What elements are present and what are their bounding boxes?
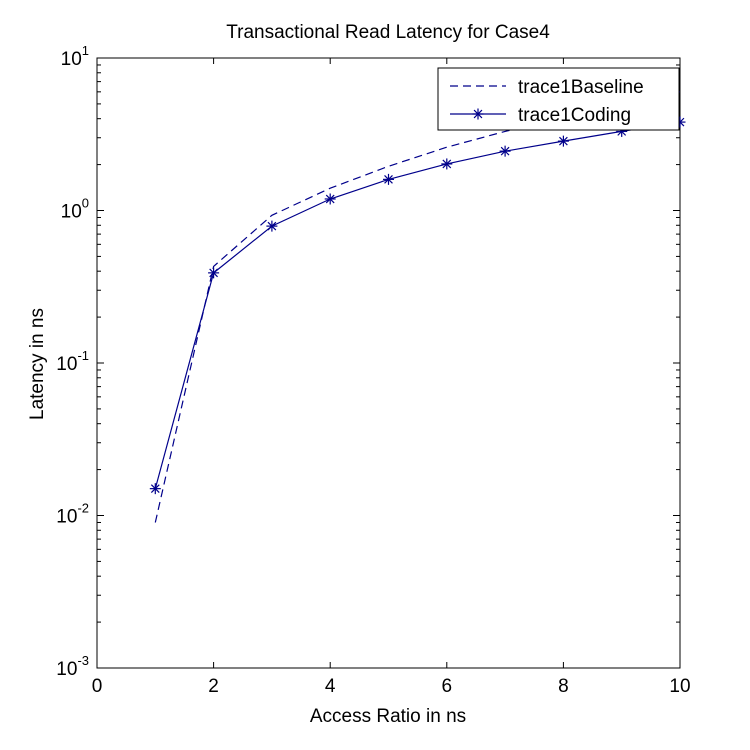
data-point-trace1Coding <box>557 135 569 147</box>
marker-stroke <box>325 194 335 204</box>
series-line-trace1Coding <box>154 121 680 489</box>
marker-stroke <box>559 136 568 146</box>
y-axis-label: Latency in ns <box>27 308 48 420</box>
legend-label: trace1Baseline <box>518 77 644 98</box>
x-axis-label: Access Ratio in ns <box>310 706 466 727</box>
data-point-trace1Coding <box>208 267 220 279</box>
marker-stroke <box>473 109 483 119</box>
data-point-trace1Coding <box>266 220 278 232</box>
legend: trace1Baseline trace1Coding <box>437 67 680 131</box>
data-point-trace1Coding <box>499 145 511 157</box>
legend-marker-trace1Coding <box>472 108 484 120</box>
axes-box <box>96 57 681 669</box>
y-tick-label: 100 <box>61 196 89 223</box>
x-tick-label: 8 <box>558 676 569 697</box>
x-tick-label: 4 <box>325 676 336 697</box>
data-point-trace1Coding <box>383 173 394 185</box>
marker-stroke <box>209 268 218 278</box>
y-tick-label: 101 <box>61 43 89 70</box>
y-tick-label-exponent: 0 <box>82 196 89 211</box>
y-tick-label-base: 10 <box>61 49 82 70</box>
chart-title: Transactional Read Latency for Case4 <box>226 22 550 43</box>
data-point-trace1Coding <box>441 158 453 170</box>
data-point-trace1Coding <box>149 483 161 495</box>
marker-stroke <box>267 221 277 231</box>
y-tick-label: 10-1 <box>56 348 89 375</box>
marker-stroke <box>150 484 160 494</box>
y-tick-label-base: 10 <box>61 202 82 223</box>
data-point-trace1Coding <box>324 193 336 205</box>
y-tick-label-base: 10 <box>56 659 77 680</box>
legend-box <box>437 67 680 131</box>
y-tick-label-exponent: -2 <box>77 501 89 516</box>
y-tick-label-exponent: -1 <box>77 348 89 363</box>
y-tick-label-base: 10 <box>56 507 77 528</box>
marker-stroke <box>384 174 393 184</box>
y-tick-label-base: 10 <box>56 354 77 375</box>
marker-stroke <box>500 146 510 156</box>
y-tick-label: 10-2 <box>56 501 89 528</box>
y-tick-label-exponent: 1 <box>82 43 89 58</box>
x-tick-label: 6 <box>442 676 453 697</box>
x-tick-label: 2 <box>208 676 219 697</box>
x-tick-label: 0 <box>92 676 103 697</box>
legend-label: trace1Coding <box>518 105 631 126</box>
y-tick-label-exponent: -3 <box>77 653 89 668</box>
x-tick-label: 10 <box>669 676 690 697</box>
marker-stroke <box>442 159 452 169</box>
y-tick-label: 10-3 <box>56 653 89 680</box>
